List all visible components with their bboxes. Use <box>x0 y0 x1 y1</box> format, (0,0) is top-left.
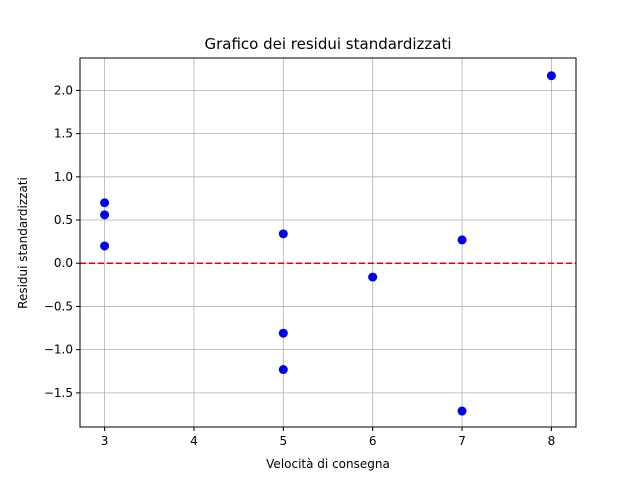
y-tick-label: 1.0 <box>54 170 73 184</box>
data-point <box>100 210 110 220</box>
x-tick-label: 5 <box>279 434 287 448</box>
plot-background <box>80 58 576 427</box>
x-axis-ticks: 3 4 5 6 7 8 <box>101 427 555 448</box>
data-point <box>100 241 110 251</box>
x-tick-label: 7 <box>458 434 466 448</box>
y-tick-label: −1.0 <box>44 343 73 357</box>
y-tick-label: −0.5 <box>44 299 73 313</box>
x-tick-label: 4 <box>190 434 198 448</box>
y-tick-label: −1.5 <box>44 386 73 400</box>
plot-area <box>80 58 576 427</box>
data-point <box>368 272 378 282</box>
data-points <box>100 71 556 416</box>
data-point <box>278 229 288 239</box>
axes-frame <box>79 57 577 428</box>
data-point <box>278 365 288 375</box>
x-tick-label: 3 <box>101 434 109 448</box>
y-axis-ticks: −1.5 −1.0 −0.5 0.0 0.5 1.0 1.5 2.0 <box>44 83 80 400</box>
data-point <box>457 406 467 416</box>
x-tick-label: 6 <box>369 434 377 448</box>
y-tick-label: 1.5 <box>54 127 73 141</box>
data-point <box>457 235 467 245</box>
y-tick-label: 0.0 <box>54 256 73 270</box>
axes-border <box>79 57 577 428</box>
data-point <box>278 328 288 338</box>
x-tick-label: 8 <box>548 434 556 448</box>
chart-title: Grafico dei residui standardizzati <box>204 35 451 53</box>
data-point <box>546 71 556 81</box>
data-point <box>100 198 110 208</box>
y-tick-label: 2.0 <box>54 83 73 97</box>
y-axis-label: Residui standardizzati <box>16 177 30 309</box>
y-tick-label: 0.5 <box>54 213 73 227</box>
x-axis-label: Velocità di consegna <box>266 457 390 471</box>
